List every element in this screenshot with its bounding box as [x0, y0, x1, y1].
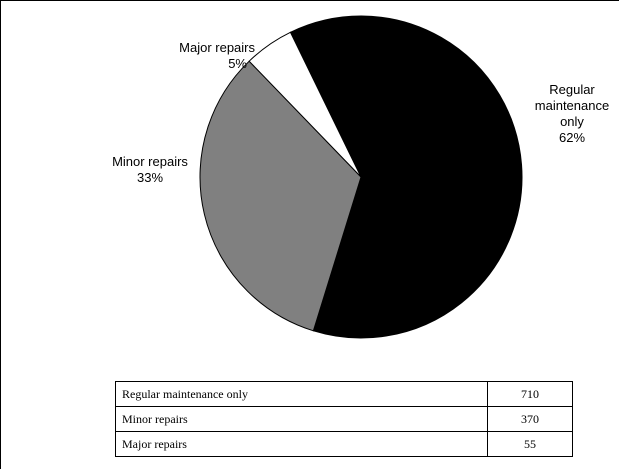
data-table: Regular maintenance only 710 Minor repairs… [115, 381, 573, 457]
category-cell: Minor repairs [115, 406, 488, 432]
category-label: Regular maintenance only [534, 82, 610, 129]
pie-slice [248, 31, 362, 178]
value-label: 62% [558, 130, 586, 145]
category-label: Minor repairs [112, 154, 188, 169]
count-cell: 370 [487, 406, 573, 432]
slice-label: Major repairs 5% [130, 40, 255, 72]
count-cell: 55 [487, 431, 573, 457]
pie-slice [289, 15, 523, 339]
table-row: Minor repairs 370 [115, 406, 573, 432]
slice-label: Regular maintenance only 62% [522, 82, 620, 146]
category-cell: Major repairs [115, 431, 488, 457]
value-label: 33% [136, 170, 164, 185]
table-row: Major repairs 55 [115, 431, 573, 457]
pie-slice [199, 60, 362, 332]
count-cell: 710 [487, 381, 573, 407]
category-label: Major repairs [179, 40, 255, 55]
slice-label: Minor repairs 33% [95, 154, 205, 186]
table-row: Regular maintenance only 710 [115, 381, 573, 407]
category-cell: Regular maintenance only [115, 381, 488, 407]
value-label: 5% [228, 56, 247, 71]
